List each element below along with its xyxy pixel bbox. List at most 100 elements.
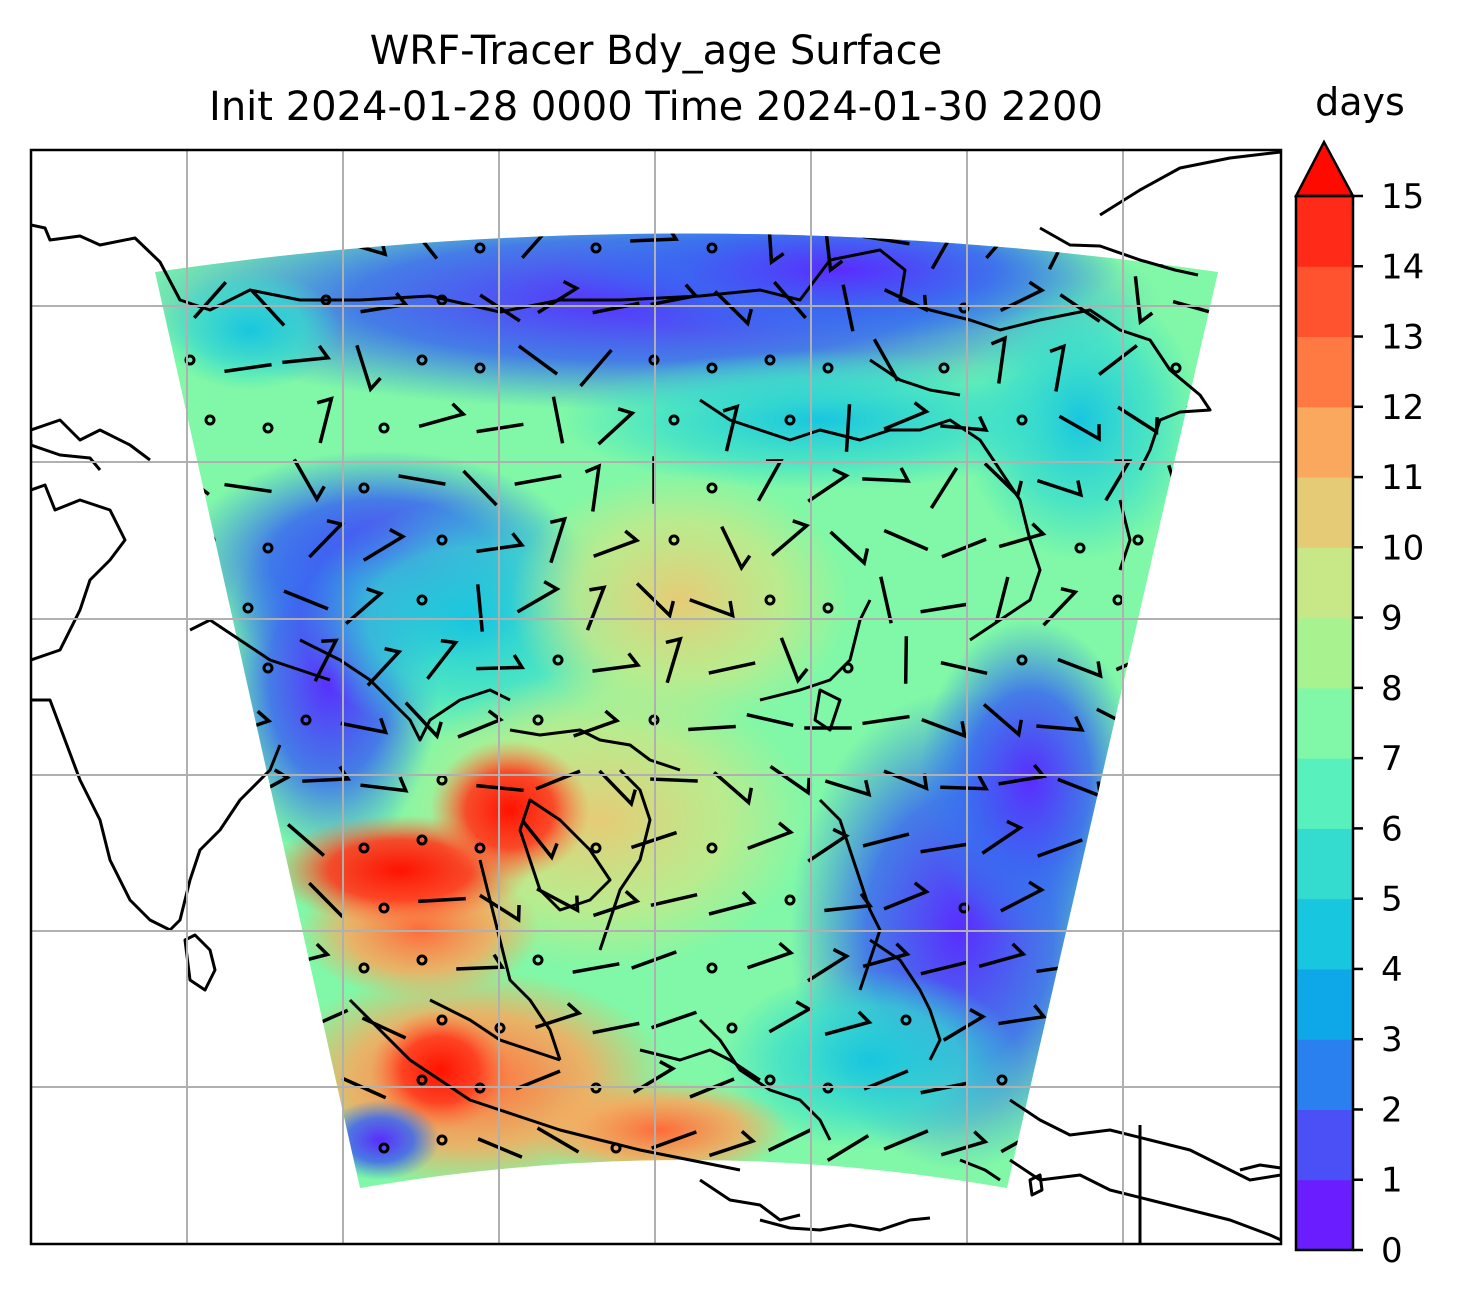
wind-barb	[520, 233, 556, 259]
calm-wind-marker	[436, 534, 448, 546]
wind-barb	[756, 459, 784, 502]
wind-barb	[779, 637, 809, 684]
wind-barb	[598, 769, 637, 808]
wind-barb	[806, 947, 851, 983]
wind-barb	[462, 469, 498, 507]
wind-barb	[282, 344, 332, 365]
colorbar-extend-arrow	[1293, 139, 1356, 198]
colorbar-tick-label: 2	[1381, 1090, 1403, 1130]
wind-barb	[722, 404, 740, 452]
colorbar-swatch	[1296, 968, 1353, 1040]
map-frame	[29, 148, 1283, 1246]
wind-barb	[862, 467, 911, 483]
wind-barb	[283, 589, 329, 611]
wind-barb	[1042, 586, 1079, 627]
wind-barb	[981, 819, 1024, 855]
wind-barb	[689, 598, 735, 619]
calm-wind-marker	[1170, 362, 1182, 374]
wind-barb	[712, 771, 754, 806]
wind-barb	[362, 528, 407, 562]
calm-wind-marker	[822, 602, 834, 614]
wind-barb	[592, 890, 641, 918]
wind-barb	[998, 763, 1047, 786]
wind-barb	[592, 652, 642, 673]
wind-barb	[747, 821, 795, 851]
wind-barb	[516, 580, 561, 614]
wind-barb	[940, 1130, 989, 1157]
wind-barb	[635, 582, 676, 619]
wind-barb	[592, 1021, 640, 1035]
calm-wind-marker	[436, 294, 448, 306]
colorbar-tick-label: 0	[1381, 1231, 1403, 1271]
wind-barb	[361, 1016, 407, 1040]
colorbar-tick-label: 9	[1381, 599, 1403, 639]
calm-wind-marker	[262, 662, 274, 674]
wind-barb	[308, 881, 344, 919]
wind-barb	[999, 280, 1046, 313]
wind-barb	[1057, 657, 1103, 679]
calm-wind-marker	[416, 954, 428, 966]
wind-barb	[360, 776, 409, 793]
wind-barb	[883, 769, 929, 791]
colorbar-swatch	[1296, 1179, 1353, 1251]
wind-barb	[650, 893, 698, 907]
wind-barb	[514, 474, 562, 486]
calm-wind-marker	[938, 362, 950, 374]
wind-barb	[478, 893, 521, 923]
wind-barb	[650, 777, 698, 783]
calm-wind-marker	[416, 354, 428, 366]
wind-barb	[1098, 344, 1138, 376]
wind-barb	[708, 890, 757, 916]
wind-barb	[841, 284, 855, 332]
wind-barb	[549, 516, 568, 564]
wind-barb	[308, 518, 345, 559]
wind-barb	[994, 576, 1010, 624]
wind-barb	[521, 820, 559, 861]
calm-wind-marker	[706, 842, 718, 854]
colorbar-tick-label: 11	[1381, 458, 1424, 498]
calm-wind-marker	[378, 902, 390, 914]
wind-barb	[708, 661, 756, 675]
colorbar-tick-label: 14	[1381, 247, 1424, 287]
wind-barb	[418, 402, 467, 429]
colorbar-swatch	[1296, 1109, 1353, 1181]
wind-barb	[630, 233, 680, 243]
colorbar-swatch	[1296, 336, 1353, 408]
wind-barb	[807, 467, 850, 503]
calm-wind-marker	[204, 414, 216, 426]
colorbar-swatch	[1296, 1039, 1353, 1110]
wind-barb	[344, 587, 385, 625]
calm-wind-marker	[262, 542, 274, 554]
wind-barb	[418, 896, 466, 904]
wind-barb	[768, 1000, 813, 1034]
calm-wind-marker	[1016, 654, 1028, 666]
wind-barb	[398, 474, 446, 486]
calm-wind-marker	[358, 962, 370, 974]
wind-barb	[844, 404, 852, 452]
calm-wind-marker	[358, 482, 370, 494]
wind-barb	[551, 396, 565, 444]
wind-barb	[773, 280, 807, 320]
wind-barb	[863, 1069, 909, 1091]
wind-barb	[920, 960, 968, 976]
calm-wind-marker	[552, 654, 564, 666]
calm-wind-marker	[242, 602, 254, 614]
colorbar-tick-label: 7	[1381, 739, 1403, 779]
calm-wind-marker	[474, 842, 486, 854]
wind-barb	[872, 338, 900, 382]
colorbar-tick-label: 6	[1381, 809, 1403, 849]
wind-barb	[883, 528, 929, 552]
wind-barb	[316, 396, 334, 444]
calm-wind-marker	[1074, 542, 1086, 554]
wind-barb	[883, 1129, 929, 1151]
wind-barb	[941, 537, 987, 559]
calm-wind-marker	[784, 414, 796, 426]
wind-barb	[515, 1069, 561, 1091]
wind-barb	[476, 653, 526, 671]
wind-barb	[862, 942, 911, 969]
wind-barb	[457, 709, 504, 739]
wind-barb	[360, 292, 409, 314]
wind-barb	[536, 887, 580, 914]
wind-barb	[651, 1130, 697, 1150]
calm-wind-marker	[474, 242, 486, 254]
